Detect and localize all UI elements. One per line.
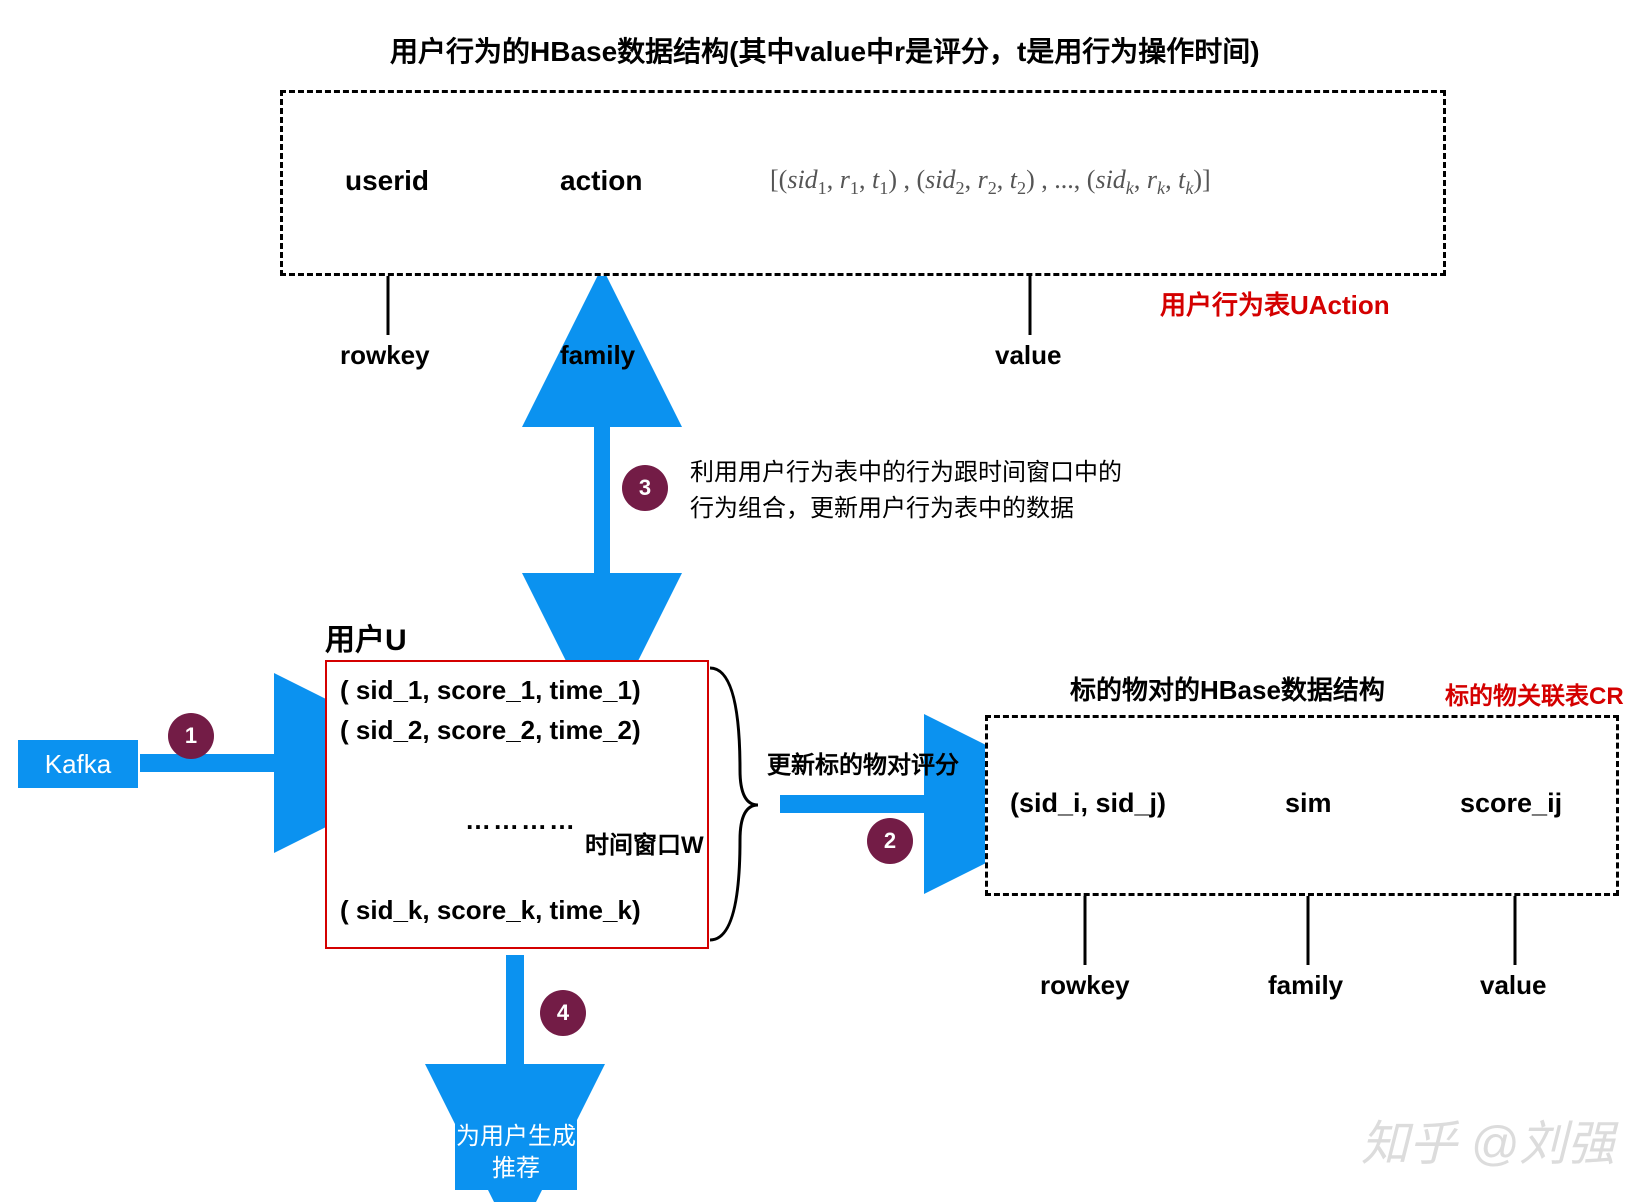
- step3-text: 利用用户行为表中的行为跟时间窗口中的行为组合，更新用户行为表中的数据: [690, 455, 1130, 527]
- node-formula: [(sid1, r1, t1) , (sid2, r2, t2) , ..., …: [770, 165, 1211, 199]
- top-rowkey: rowkey: [340, 340, 430, 371]
- window-label: 时间窗口W: [585, 825, 704, 860]
- uaction-label: 用户行为表UAction: [1160, 285, 1390, 322]
- recommend-text: 为用户生成推荐: [455, 1121, 577, 1183]
- user-title: 用户U: [325, 615, 407, 659]
- step2-text: 更新标的物对评分: [767, 745, 959, 780]
- step1-circle: 1: [168, 713, 214, 759]
- top-title: 用户行为的HBase数据结构(其中value中r是评分，t是用行为操作时间): [390, 30, 1260, 70]
- right-family: family: [1268, 970, 1343, 1001]
- top-family: family: [560, 340, 635, 371]
- cr-label: 标的物关联表CR: [1445, 676, 1624, 711]
- user-dots: …………: [465, 805, 577, 836]
- step3-num: 3: [639, 475, 651, 501]
- recommend-box: 为用户生成推荐: [455, 1115, 577, 1190]
- right-title: 标的物对的HBase数据结构: [1070, 670, 1385, 707]
- step3-circle: 3: [622, 465, 668, 511]
- step4-num: 4: [557, 1000, 569, 1026]
- watermark: 知乎 @刘强: [1361, 1104, 1615, 1174]
- node-userid: userid: [345, 165, 429, 197]
- node-sim: sim: [1285, 788, 1332, 819]
- step2-num: 2: [884, 828, 896, 854]
- user-row2: ( sid_2, score_2, time_2): [340, 715, 641, 746]
- user-row3: ( sid_k, score_k, time_k): [340, 895, 641, 926]
- node-score: score_ij: [1460, 788, 1562, 819]
- right-rowkey: rowkey: [1040, 970, 1130, 1001]
- node-action: action: [560, 165, 642, 197]
- node-pair: (sid_i, sid_j): [1010, 788, 1166, 819]
- step4-circle: 4: [540, 990, 586, 1036]
- top-value: value: [995, 340, 1062, 371]
- right-value: value: [1480, 970, 1547, 1001]
- step2-circle: 2: [867, 818, 913, 864]
- kafka-label: Kafka: [45, 749, 112, 780]
- step1-num: 1: [185, 723, 197, 749]
- user-row1: ( sid_1, score_1, time_1): [340, 675, 641, 706]
- kafka-box: Kafka: [18, 740, 138, 788]
